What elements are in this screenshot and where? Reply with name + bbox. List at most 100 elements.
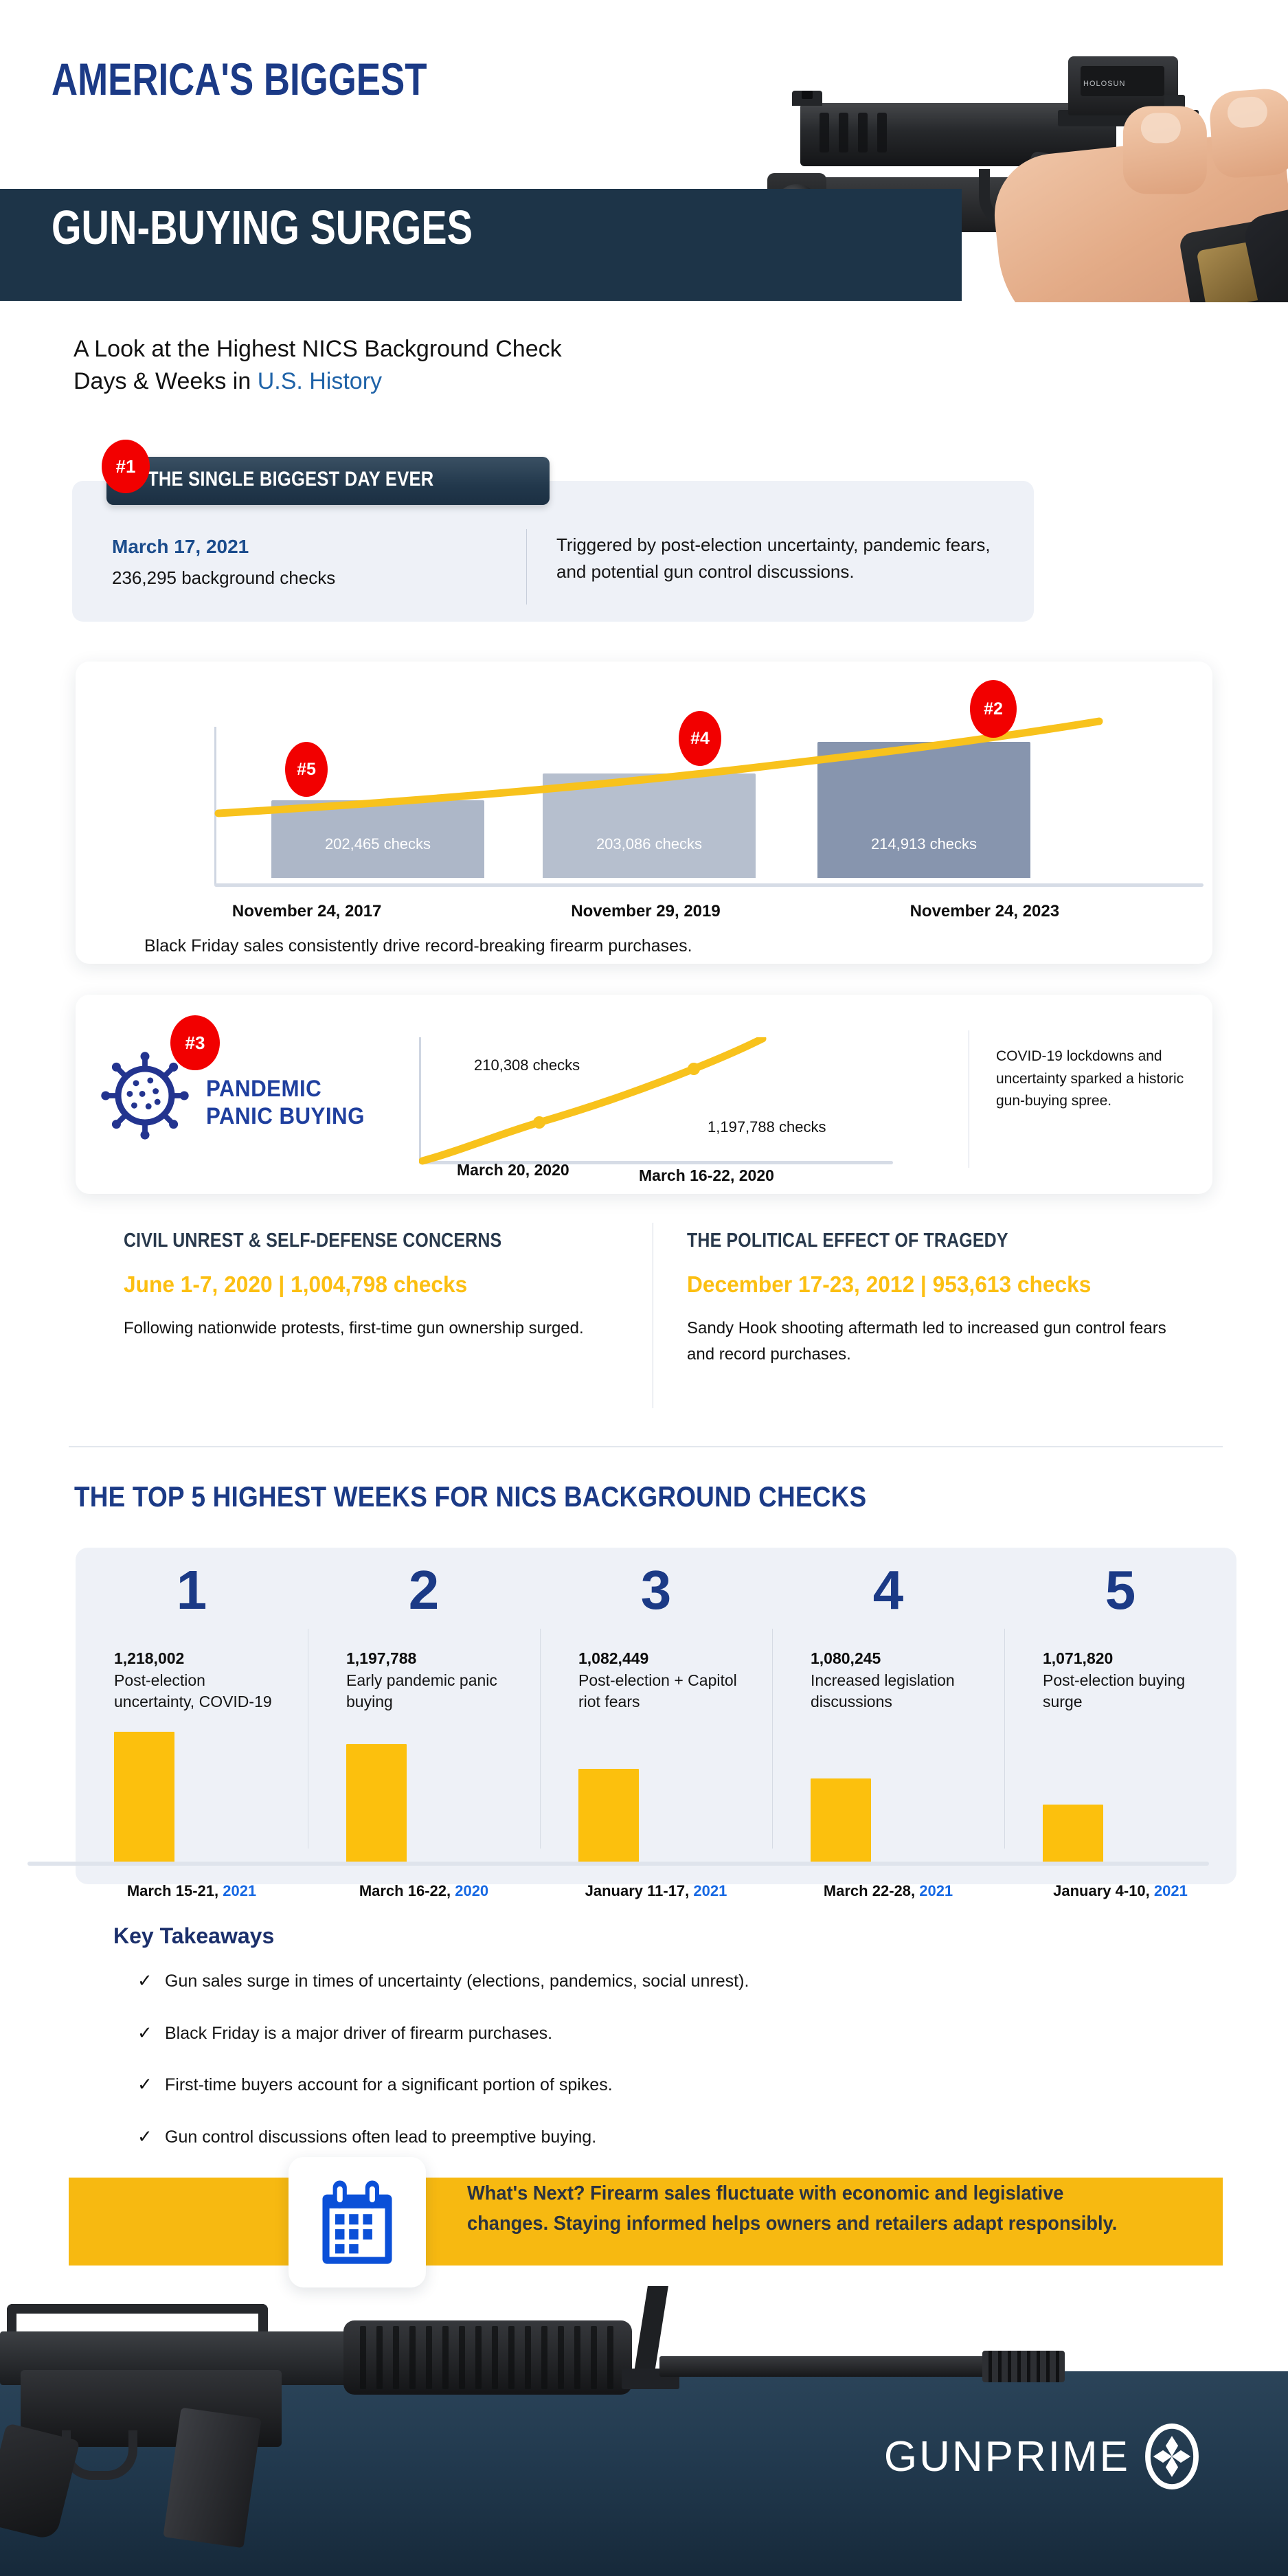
page-subtitle: A Look at the Highest NICS Background Ch… [74, 333, 760, 398]
crosshair-logo-icon [1145, 2424, 1199, 2489]
civil-unrest-column: CIVIL UNREST & SELF-DEFENSE CONCERNS Jun… [124, 1230, 632, 1342]
subtitle-line1: A Look at the Highest NICS Background Ch… [74, 336, 562, 362]
black-friday-chart: 202,465 checks 203,086 checks 214,913 ch… [137, 713, 1204, 887]
pandemic-chart: 210,308 checks 1,197,788 checks [419, 1037, 907, 1175]
calendar-icon [322, 2180, 392, 2264]
calendar-icon-tile [289, 2157, 426, 2287]
chart-y-axis [214, 727, 216, 885]
date-label-2019: November 29, 2019 [571, 902, 721, 920]
bar-2017: 202,465 checks [271, 800, 484, 878]
pandemic-label-week: 1,197,788 checks [708, 1118, 826, 1136]
pandemic-date-week: March 16-22, 2020 [639, 1166, 774, 1184]
rifle-grip [0, 2422, 80, 2542]
top5-column-5: 5 1,071,820 Post-election buying surge [1004, 1548, 1236, 1884]
magazine [163, 2407, 262, 2549]
check-icon: ✓ [137, 1970, 152, 1991]
pandemic-label-day: 210,308 checks [474, 1057, 580, 1074]
bar-label-2017: 202,465 checks [324, 835, 431, 852]
date-label-2017: November 24, 2017 [231, 902, 382, 920]
section-rule [69, 1446, 1223, 1447]
political-effect-body: Sandy Hook shooting aftermath led to inc… [687, 1319, 1166, 1364]
check-icon: ✓ [137, 2074, 152, 2094]
barrel [659, 2356, 1044, 2377]
biggest-day-description: Triggered by post-election uncertainty, … [556, 534, 991, 582]
takeaway-text-3: First-time buyers account for a signific… [165, 2075, 613, 2094]
two-column-section: CIVIL UNREST & SELF-DEFENSE CONCERNS Jun… [69, 1223, 1223, 1429]
top5-bar-5 [1043, 1805, 1103, 1862]
takeaway-text-2: Black Friday is a major driver of firear… [165, 2023, 553, 2043]
brand-logo[interactable]: GUNPRIME [884, 2424, 1199, 2489]
top5-number-5: 1,071,820 [1043, 1649, 1114, 1667]
top5-rank-2: 2 [408, 1559, 440, 1620]
takeaway-item-1: ✓ Gun sales surge in times of uncertaint… [137, 1970, 1099, 1993]
biggest-day-checks: 236,295 background checks [112, 567, 336, 588]
civil-unrest-body: Following nationwide protests, first-tim… [124, 1319, 584, 1337]
takeaway-text-1: Gun sales surge in times of uncertainty … [165, 1971, 749, 1991]
top5-number-4: 1,080,245 [811, 1649, 881, 1667]
takeaway-item-3: ✓ First-time buyers account for a signif… [137, 2074, 1099, 2097]
top5-date-labels: March 15-21, 2021 March 16-22, 2020 Janu… [76, 1882, 1236, 1900]
brand-name: GUNPRIME [883, 2432, 1130, 2481]
rank-badge-4: #4 [679, 711, 721, 766]
top5-date-3: January 11-17, 2021 [585, 1882, 727, 1899]
top5-bar-2 [346, 1744, 407, 1862]
handguard [343, 2320, 632, 2395]
bar-2023: 214,913 checks [817, 742, 1030, 878]
top5-rank-3: 3 [640, 1559, 672, 1620]
takeaway-item-4: ✓ Gun control discussions often lead to … [137, 2126, 1099, 2149]
bar-label-2019: 203,086 checks [596, 835, 703, 852]
top5-number-2: 1,197,788 [346, 1649, 417, 1667]
pandemic-note: COVID-19 lockdowns and uncertainty spark… [996, 1048, 1184, 1109]
top5-date-2: March 16-22, 2020 [359, 1882, 489, 1899]
pandemic-trend-line [419, 1037, 767, 1165]
top5-date-1: March 15-21, 2021 [126, 1882, 257, 1899]
pandemic-card [76, 995, 1212, 1194]
bar-2019: 203,086 checks [543, 773, 756, 878]
subtitle-line2: Days & Weeks in [74, 368, 258, 394]
top5-column-3: 3 1,082,449 Post-election + Capitol riot… [540, 1548, 772, 1884]
check-icon: ✓ [137, 2022, 152, 2043]
muzzle-device [982, 2351, 1065, 2382]
pandemic-date-day: March 20, 2020 [457, 1161, 569, 1179]
title-navy-band [0, 189, 962, 301]
top5-bar-4 [811, 1778, 871, 1862]
red-dot-optic: HOLOSUN [1068, 56, 1178, 115]
pandemic-y-axis [419, 1037, 421, 1162]
takeaway-text-4: Gun control discussions often lead to pr… [165, 2127, 597, 2147]
top5-date-5: January 4-10, 2021 [1053, 1882, 1188, 1899]
subtitle-link[interactable]: U.S. History [257, 368, 383, 394]
political-effect-column: THE POLITICAL EFFECT OF TRAGEDY December… [687, 1230, 1195, 1368]
top5-rank-5: 5 [1105, 1559, 1136, 1620]
pandemic-title-line1: PANDEMIC [206, 1076, 322, 1102]
page-title-line1: AMERICA'S BIGGEST [52, 54, 427, 104]
pandemic-title: PANDEMIC PANIC BUYING [206, 1075, 365, 1130]
pandemic-title-line2: PANIC BUYING [206, 1103, 365, 1130]
biggest-day-ribbon: THE SINGLE BIGGEST DAY EVER [106, 457, 550, 505]
top5-bar-1 [114, 1732, 174, 1862]
top5-desc-1: Post-election uncertainty, COVID-19 [114, 1671, 272, 1711]
political-effect-heading: THE POLITICAL EFFECT OF TRAGEDY [687, 1230, 1008, 1252]
hero-section: HOLOSUN TLR-1 HL AMERICA'S BIGGEST GUN-B… [0, 0, 1288, 316]
coronavirus-icon [101, 1052, 189, 1140]
black-friday-date-labels: November 24, 2017 November 29, 2019 Nove… [137, 902, 1154, 921]
top5-card: 1 1,218,002 Post-election uncertainty, C… [76, 1548, 1236, 1884]
top5-column-4: 4 1,080,245 Increased legislation discus… [772, 1548, 1004, 1884]
rank-badge-3: #3 [170, 1015, 220, 1070]
top5-bar-3 [578, 1769, 639, 1862]
top5-desc-2: Early pandemic panic buying [346, 1671, 497, 1711]
check-icon: ✓ [137, 2125, 152, 2147]
key-takeaways-heading: Key Takeaways [113, 1923, 275, 1948]
whats-next-banner [69, 2178, 1223, 2266]
takeaway-item-2: ✓ Black Friday is a major driver of fire… [137, 2022, 1099, 2045]
whats-next-text: What's Next? Firearm sales fluctuate wit… [467, 2182, 1118, 2235]
date-label-2023: November 24, 2023 [909, 902, 1060, 920]
civil-unrest-stat: June 1-7, 2020 | 1,004,798 checks [124, 1272, 468, 1297]
black-friday-note: Black Friday sales consistently drive re… [144, 936, 692, 956]
biggest-day-stats: March 17, 2021 236,295 background checks [112, 536, 335, 589]
top5-desc-5: Post-election buying surge [1043, 1671, 1186, 1711]
top5-grid: 1 1,218,002 Post-election uncertainty, C… [76, 1548, 1236, 1884]
top5-heading: THE TOP 5 HIGHEST WEEKS FOR NICS BACKGRO… [74, 1480, 867, 1513]
bar-label-2023: 214,913 checks [870, 835, 978, 852]
page-title-line2: GUN-BUYING SURGES [52, 201, 473, 254]
